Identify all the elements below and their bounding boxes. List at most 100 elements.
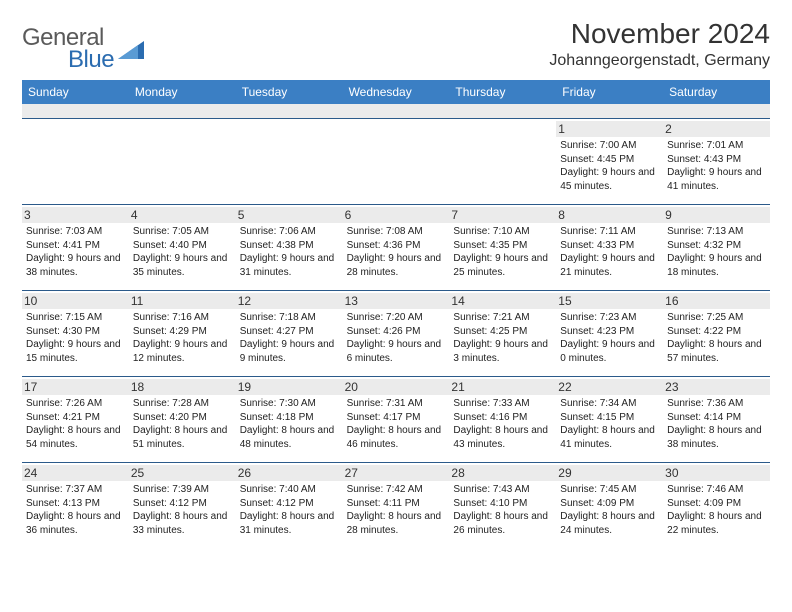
day-info-line: Sunrise: 7:25 AM (667, 311, 766, 325)
day-info-line: Daylight: 9 hours and 21 minutes. (560, 252, 659, 279)
day-info-line: Daylight: 9 hours and 6 minutes. (347, 338, 446, 365)
day-info-line: Daylight: 9 hours and 38 minutes. (26, 252, 125, 279)
day-number: 6 (343, 207, 450, 223)
calendar-cell: 21Sunrise: 7:33 AMSunset: 4:16 PMDayligh… (449, 376, 556, 462)
day-number: 22 (556, 379, 663, 395)
day-info: Sunrise: 7:33 AMSunset: 4:16 PMDaylight:… (453, 397, 552, 451)
day-info-line: Daylight: 9 hours and 25 minutes. (453, 252, 552, 279)
calendar-cell: 5Sunrise: 7:06 AMSunset: 4:38 PMDaylight… (236, 204, 343, 290)
day-number: 26 (236, 465, 343, 481)
calendar-cell: 23 Sunrise: 7:36 AMSunset: 4:14 PMDayligh… (663, 376, 770, 462)
calendar-cell: 16Sunrise: 7:25 AMSunset: 4:22 PMDayligh… (663, 290, 770, 376)
day-info-line: Sunset: 4:26 PM (347, 325, 446, 339)
day-info-line: Sunset: 4:10 PM (453, 497, 552, 511)
calendar-cell: 9Sunrise: 7:13 AMSunset: 4:32 PMDaylight… (663, 204, 770, 290)
calendar-cell (22, 118, 129, 204)
day-info-line: Sunrise: 7:37 AM (26, 483, 125, 497)
day-info: Sunrise: 7:28 AMSunset: 4:20 PMDaylight:… (133, 397, 232, 451)
day-info-line: Sunset: 4:16 PM (453, 411, 552, 425)
calendar-cell: 12 Sunrise: 7:18 AMSunset: 4:27 PMDayligh… (236, 290, 343, 376)
calendar-cell (236, 118, 343, 204)
day-info-line: Sunset: 4:40 PM (133, 239, 232, 253)
calendar-cell: 2 Sunrise: 7:01 AMSunset: 4:43 PMDaylight… (663, 118, 770, 204)
day-info: Sunrise: 7:00 AMSunset: 4:45 PMDaylight:… (560, 139, 659, 193)
day-info-line: Sunrise: 7:08 AM (347, 225, 446, 239)
day-info-line: Daylight: 8 hours and 36 minutes. (26, 510, 125, 537)
day-number: 29 (556, 465, 663, 481)
day-info: Sunrise: 7:01 AMSunset: 4:43 PMDaylight:… (667, 139, 766, 193)
day-info-line: Sunset: 4:29 PM (133, 325, 232, 339)
calendar-cell (129, 118, 236, 204)
day-info-line: Sunrise: 7:46 AM (667, 483, 766, 497)
day-info: Sunrise: 7:36 AMSunset: 4:14 PMDaylight:… (667, 397, 766, 451)
day-number: 24 (22, 465, 129, 481)
day-info-line: Sunrise: 7:28 AM (133, 397, 232, 411)
day-info-line: Sunset: 4:32 PM (667, 239, 766, 253)
day-number: 16 (663, 293, 770, 309)
day-number: 11 (129, 293, 236, 309)
day-info-line: Sunset: 4:09 PM (667, 497, 766, 511)
day-info-line: Daylight: 9 hours and 41 minutes. (667, 166, 766, 193)
weekday-label: Wednesday (343, 80, 450, 104)
day-info-line: Daylight: 9 hours and 28 minutes. (347, 252, 446, 279)
day-info-line: Sunrise: 7:00 AM (560, 139, 659, 153)
day-info: Sunrise: 7:40 AMSunset: 4:12 PMDaylight:… (240, 483, 339, 537)
calendar-cell: 10Sunrise: 7:15 AMSunset: 4:30 PMDayligh… (22, 290, 129, 376)
header-spacer (22, 104, 770, 118)
day-info-line: Daylight: 8 hours and 22 minutes. (667, 510, 766, 537)
weekday-header: SundayMondayTuesdayWednesdayThursdayFrid… (22, 80, 770, 104)
day-number: 10 (22, 293, 129, 309)
day-info: Sunrise: 7:18 AMSunset: 4:27 PMDaylight:… (240, 311, 339, 365)
day-info-line: Sunrise: 7:26 AM (26, 397, 125, 411)
day-info-line: Sunset: 4:18 PM (240, 411, 339, 425)
calendar-cell: 6 Sunrise: 7:08 AMSunset: 4:36 PMDaylight… (343, 204, 450, 290)
day-info-line: Sunrise: 7:23 AM (560, 311, 659, 325)
day-info-line: Sunrise: 7:40 AM (240, 483, 339, 497)
day-info-line: Daylight: 9 hours and 35 minutes. (133, 252, 232, 279)
day-info-line: Sunset: 4:45 PM (560, 153, 659, 167)
day-info-line: Sunrise: 7:45 AM (560, 483, 659, 497)
day-info-line: Daylight: 8 hours and 31 minutes. (240, 510, 339, 537)
day-info-line: Sunset: 4:36 PM (347, 239, 446, 253)
calendar-cell: 22Sunrise: 7:34 AMSunset: 4:15 PMDayligh… (556, 376, 663, 462)
day-info: Sunrise: 7:30 AMSunset: 4:18 PMDaylight:… (240, 397, 339, 451)
calendar-cell: 14Sunrise: 7:21 AMSunset: 4:25 PMDayligh… (449, 290, 556, 376)
day-info-line: Sunset: 4:35 PM (453, 239, 552, 253)
day-info-line: Sunrise: 7:18 AM (240, 311, 339, 325)
calendar-cell: 29Sunrise: 7:45 AMSunset: 4:09 PMDayligh… (556, 462, 663, 548)
day-number: 12 (236, 293, 343, 309)
day-info-line: Sunset: 4:21 PM (26, 411, 125, 425)
day-info-line: Sunrise: 7:30 AM (240, 397, 339, 411)
day-info-line: Sunrise: 7:05 AM (133, 225, 232, 239)
calendar-cell: 11Sunrise: 7:16 AMSunset: 4:29 PMDayligh… (129, 290, 236, 376)
day-info: Sunrise: 7:42 AMSunset: 4:11 PMDaylight:… (347, 483, 446, 537)
day-info-line: Daylight: 9 hours and 12 minutes. (133, 338, 232, 365)
day-number: 2 (663, 121, 770, 137)
logo: General Blue (22, 24, 144, 74)
day-info-line: Sunset: 4:17 PM (347, 411, 446, 425)
weekday-label: Friday (556, 80, 663, 104)
day-info-line: Sunrise: 7:03 AM (26, 225, 125, 239)
day-number: 7 (449, 207, 556, 223)
day-info-line: Sunrise: 7:39 AM (133, 483, 232, 497)
header: General Blue November 2024 Johanngeorgen… (22, 18, 770, 74)
calendar-cell: 26 Sunrise: 7:40 AMSunset: 4:12 PMDayligh… (236, 462, 343, 548)
day-info-line: Daylight: 8 hours and 38 minutes. (667, 424, 766, 451)
day-info-line: Sunset: 4:13 PM (26, 497, 125, 511)
day-number: 3 (22, 207, 129, 223)
calendar-cell: 3Sunrise: 7:03 AMSunset: 4:41 PMDaylight… (22, 204, 129, 290)
day-info-line: Daylight: 8 hours and 33 minutes. (133, 510, 232, 537)
day-info: Sunrise: 7:46 AMSunset: 4:09 PMDaylight:… (667, 483, 766, 537)
weekday-label: Sunday (22, 80, 129, 104)
day-info: Sunrise: 7:06 AMSunset: 4:38 PMDaylight:… (240, 225, 339, 279)
calendar-cell: 17Sunrise: 7:26 AMSunset: 4:21 PMDayligh… (22, 376, 129, 462)
day-info-line: Daylight: 8 hours and 54 minutes. (26, 424, 125, 451)
day-info-line: Sunset: 4:20 PM (133, 411, 232, 425)
location-label: Johanngeorgenstadt, Germany (549, 52, 770, 70)
day-info-line: Sunrise: 7:42 AM (347, 483, 446, 497)
day-info-line: Daylight: 8 hours and 51 minutes. (133, 424, 232, 451)
day-number: 23 (663, 379, 770, 395)
day-number: 18 (129, 379, 236, 395)
day-info: Sunrise: 7:43 AMSunset: 4:10 PMDaylight:… (453, 483, 552, 537)
calendar-cell: 13Sunrise: 7:20 AMSunset: 4:26 PMDayligh… (343, 290, 450, 376)
